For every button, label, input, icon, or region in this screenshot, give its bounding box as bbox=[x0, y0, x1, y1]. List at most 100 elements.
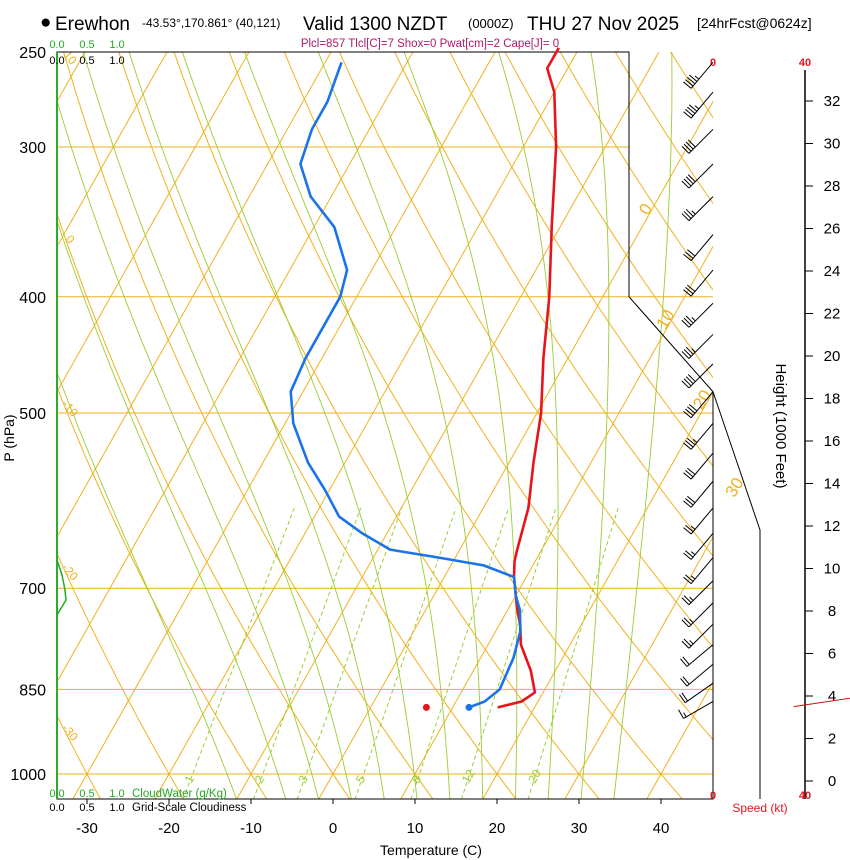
wind-barb-flag bbox=[688, 404, 698, 412]
bottom-cloudiness-scale: 0.5 bbox=[79, 802, 94, 814]
wind-barb-flag bbox=[681, 640, 690, 649]
wind-barb-staff bbox=[688, 128, 714, 154]
valid-time: Valid 1300 NZDT bbox=[303, 14, 448, 35]
wind-barb-flag bbox=[679, 694, 686, 703]
mixing-ratio-lines bbox=[182, 507, 619, 799]
wind-barb-half-flag bbox=[683, 712, 687, 718]
wind-barb-flag bbox=[683, 378, 692, 387]
isotherm--10 bbox=[236, 52, 660, 799]
mixing-ratio-label: 1 bbox=[182, 773, 198, 786]
wind-barb-flag bbox=[683, 178, 692, 187]
dry-adiabat-20 bbox=[118, 52, 517, 799]
x-axis-label: Temperature (C) bbox=[380, 842, 482, 858]
wind-barb-flag bbox=[681, 619, 690, 628]
station-name: Erewhon bbox=[55, 14, 130, 35]
top-cloudwater-scale: 0.5 bbox=[79, 39, 94, 51]
wind-barb bbox=[683, 507, 714, 535]
valid-utc: (0000Z) bbox=[468, 16, 514, 31]
dry-adiabat-label: -30 bbox=[59, 721, 81, 744]
bottom-cloudwater-scale: 1.0 bbox=[109, 788, 124, 800]
height-tick-label: 4 bbox=[828, 688, 836, 705]
wind-barb-flag bbox=[685, 287, 694, 295]
x-tick-label: 20 bbox=[489, 820, 506, 837]
wind-barb-staff bbox=[690, 533, 714, 560]
wind-barb bbox=[679, 682, 714, 704]
wind-barb-half-flag bbox=[691, 348, 696, 353]
height-axis-label: Height (1000 Feet) bbox=[772, 363, 789, 488]
mixing-ratio-label: 12 bbox=[459, 767, 478, 786]
wind-barb-flag bbox=[687, 249, 696, 257]
wind-barb-half-flag bbox=[689, 596, 694, 601]
height-tick-label: 30 bbox=[824, 136, 841, 153]
station-bullet-icon: ● bbox=[40, 12, 51, 33]
top-cloudiness-scale: 1.0 bbox=[109, 55, 124, 67]
isotherm--60 bbox=[57, 52, 250, 393]
wind-barb-staff bbox=[690, 422, 714, 450]
wind-barb-staff bbox=[688, 623, 714, 649]
dry-adiabat--10 bbox=[57, 385, 268, 799]
wind-barb-staff bbox=[688, 363, 714, 389]
wind-barb-staff bbox=[686, 644, 714, 667]
wind-barb bbox=[681, 602, 714, 628]
wind-barb-half-flag bbox=[689, 618, 694, 624]
temperature-axis-ticks: -30 -20 -10 0 10 20 30 40 bbox=[76, 799, 669, 837]
dry-adiabat-lines bbox=[57, 52, 713, 799]
wind-barb-flag bbox=[681, 180, 690, 189]
moist-adiabat-36 bbox=[613, 52, 673, 799]
dry-adiabat--30 bbox=[57, 714, 101, 799]
x-tick-label: 10 bbox=[407, 820, 424, 837]
x-tick-label: -10 bbox=[240, 820, 262, 837]
wind-barbs bbox=[678, 61, 761, 799]
wind-barb-staff bbox=[686, 663, 714, 687]
wind-barb bbox=[683, 533, 714, 560]
height-tick-label: 10 bbox=[824, 561, 841, 578]
mixing-ratio-1 bbox=[182, 507, 295, 799]
wind-barb-staff bbox=[690, 61, 714, 89]
x-tick-label: 40 bbox=[653, 820, 670, 837]
wind-barb-flag bbox=[685, 470, 694, 478]
bottom-cloudiness-scale: 1.0 bbox=[109, 802, 124, 814]
mixing-ratio-2 bbox=[253, 507, 362, 799]
wind-barb-flag bbox=[683, 500, 692, 508]
wind-barb-flag bbox=[685, 574, 694, 582]
isotherm--70 bbox=[57, 52, 168, 248]
wind-barb bbox=[681, 363, 714, 389]
wind-barb-flag bbox=[683, 348, 692, 357]
isotherm--40 bbox=[57, 52, 414, 683]
wind-barb-staff bbox=[688, 602, 714, 628]
wind-barb-flag bbox=[683, 143, 692, 152]
height-tick-label: 2 bbox=[828, 731, 836, 748]
mixing-ratio-12 bbox=[461, 507, 557, 799]
wind-barb-flag bbox=[681, 145, 690, 154]
height-tick-label: 0 bbox=[828, 773, 836, 790]
wind-barb-flag bbox=[688, 104, 698, 112]
wind-barb-flag bbox=[683, 527, 692, 535]
wind-barb-staff bbox=[690, 452, 714, 480]
wind-barb-flag bbox=[683, 472, 692, 480]
pressure-tick-label: 300 bbox=[19, 140, 46, 157]
wind-barb-flag bbox=[685, 141, 694, 150]
dry-adiabat-110 bbox=[614, 52, 713, 205]
top-cloudwater-scale: 1.0 bbox=[109, 39, 124, 51]
mixing-ratio-label: 3 bbox=[295, 773, 311, 786]
wind-barb-flag bbox=[685, 440, 694, 448]
wind-barb-staff bbox=[683, 701, 714, 719]
wind-barb-flag bbox=[683, 552, 692, 560]
speed-axis-label: Speed (kt) bbox=[732, 801, 787, 815]
mixing-ratio-label: 20 bbox=[525, 767, 544, 786]
wind-barb bbox=[683, 91, 714, 119]
valid-date: THU 27 Nov 2025 bbox=[527, 14, 679, 35]
wind-barb-staff bbox=[688, 580, 714, 606]
height-tick-label: 24 bbox=[824, 263, 841, 280]
pressure-tick-label: 850 bbox=[19, 682, 46, 699]
dry-adiabat-90 bbox=[504, 52, 713, 379]
dry-adiabat-80 bbox=[449, 52, 713, 468]
bottom-cloudwater-scale: 0.0 bbox=[49, 788, 64, 800]
dry-adiabat-50 bbox=[283, 52, 713, 741]
wind-barb-flag bbox=[685, 524, 694, 533]
sounding-profiles bbox=[289, 47, 560, 711]
moist-adiabat-8 bbox=[128, 52, 385, 799]
moist-adiabat-12 bbox=[181, 52, 418, 799]
wind-barb-half-flag bbox=[694, 105, 700, 110]
